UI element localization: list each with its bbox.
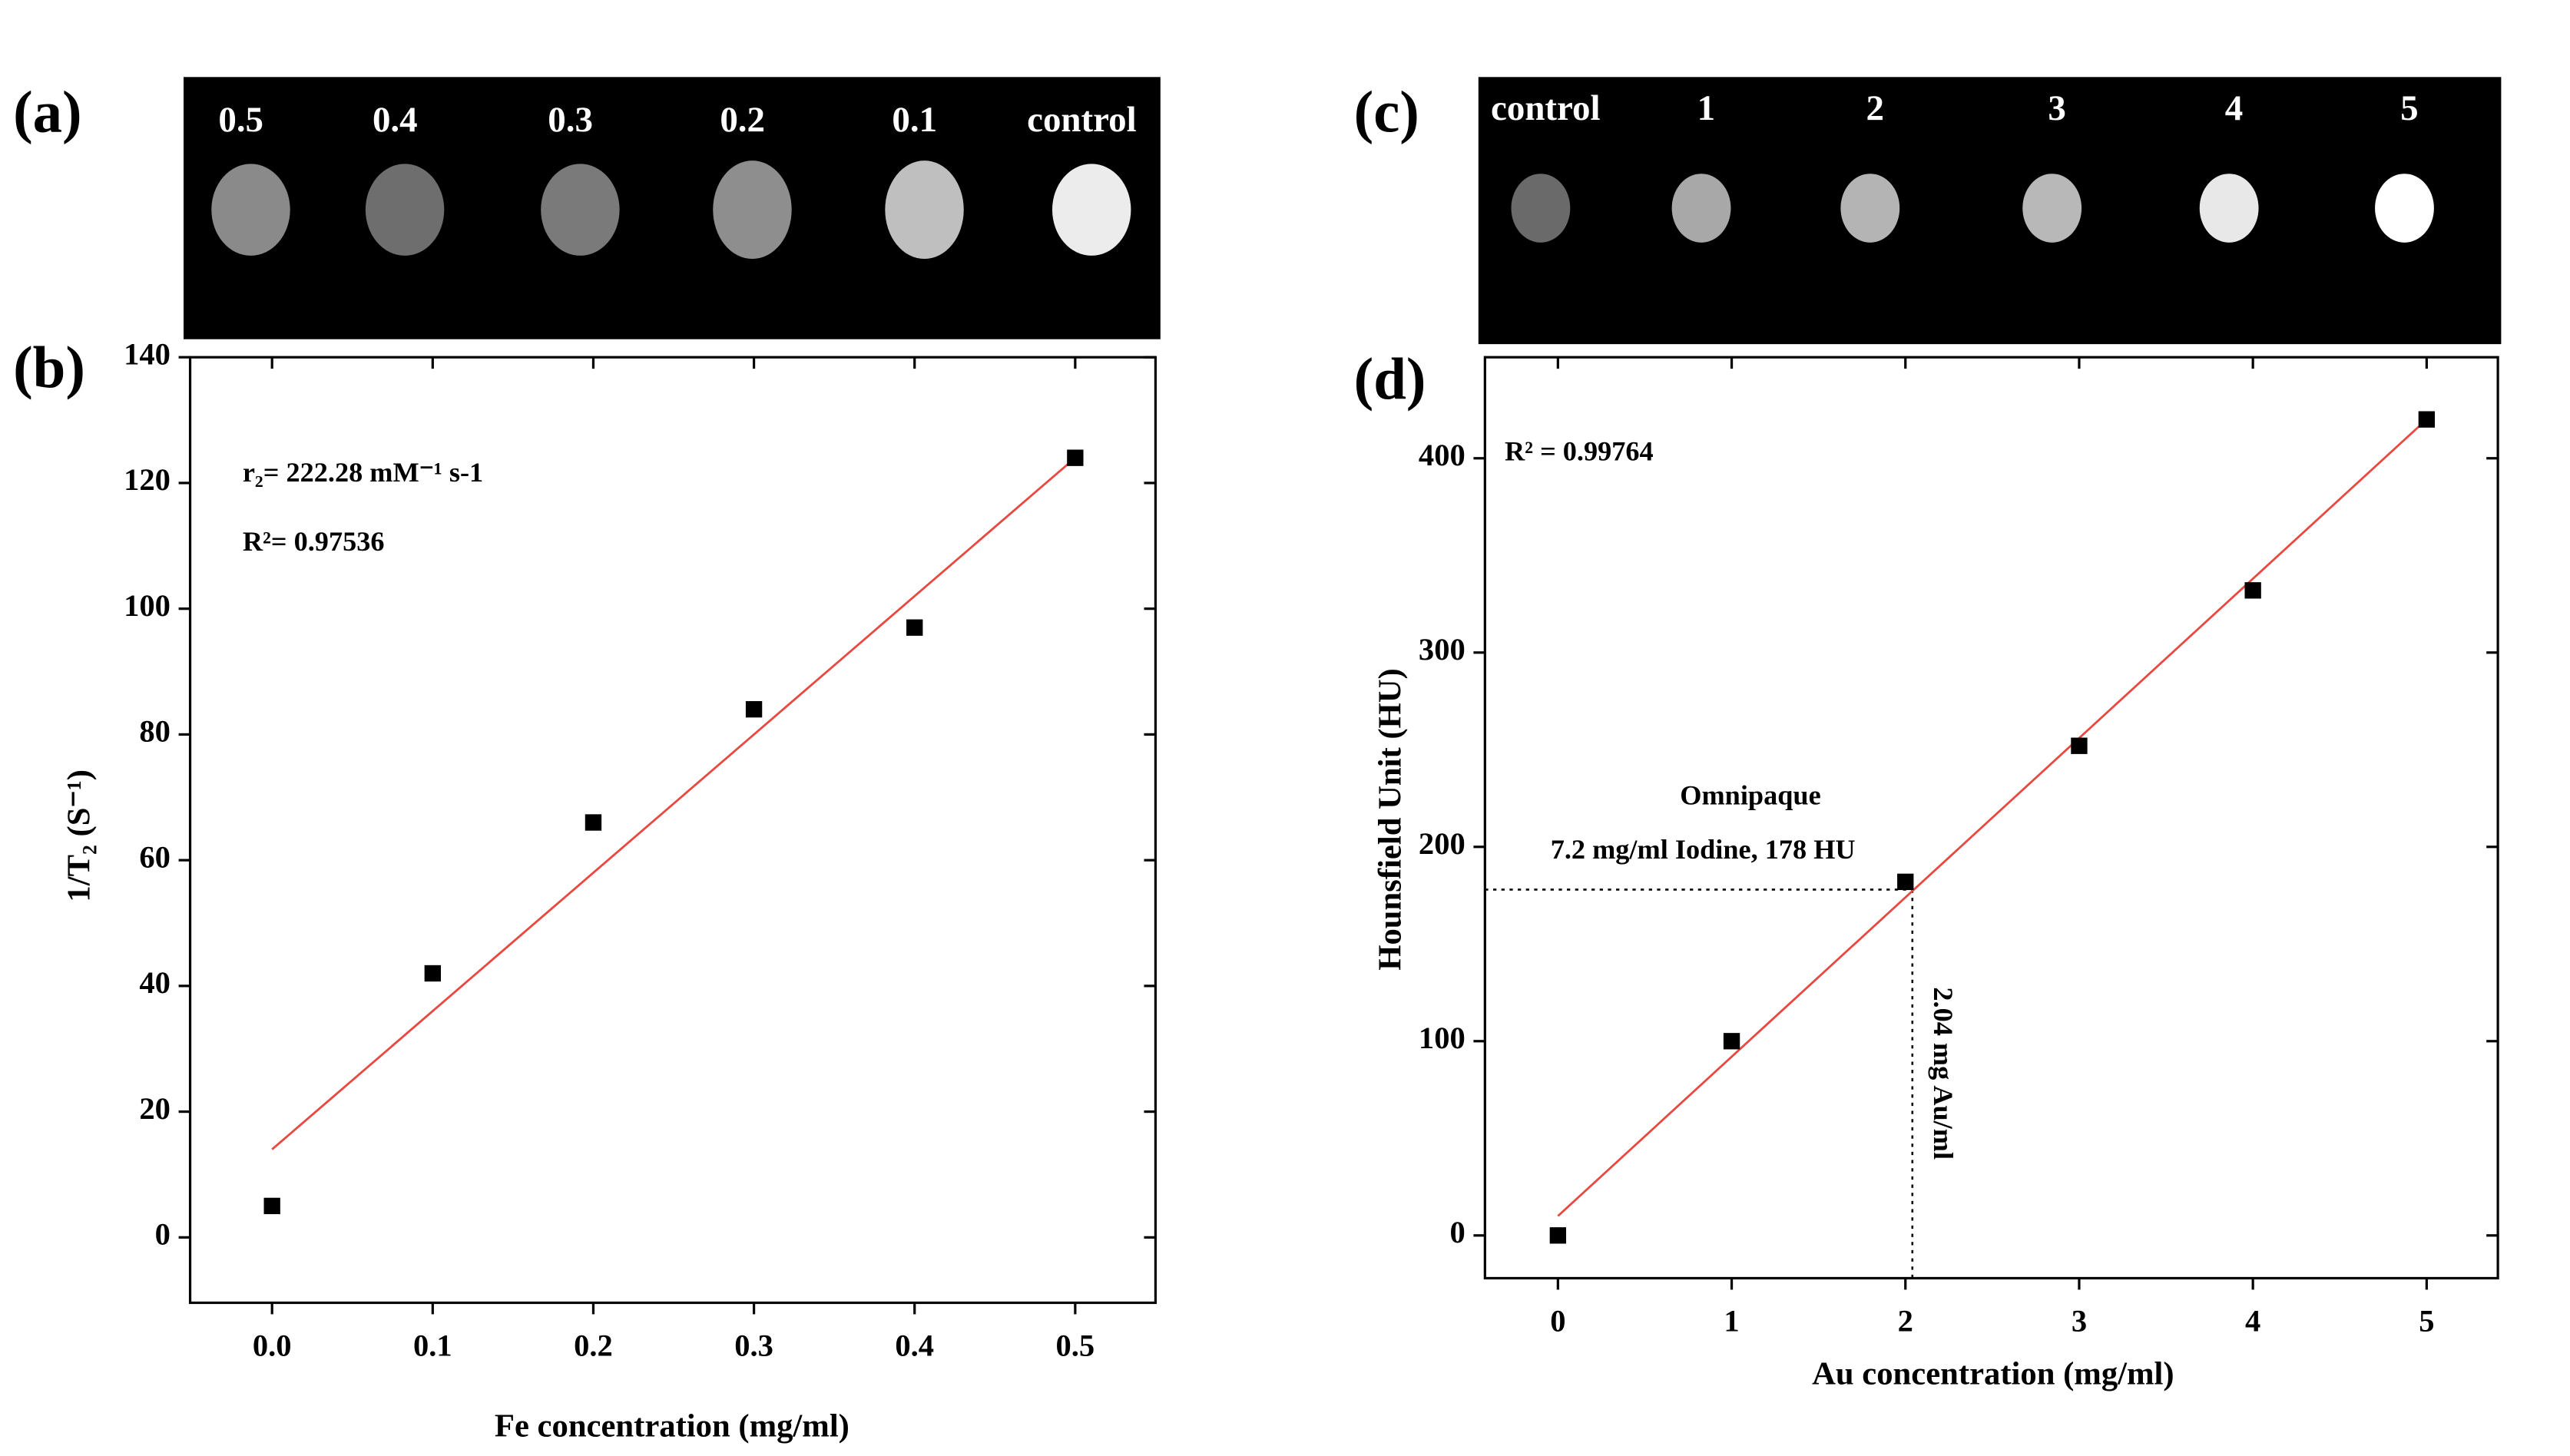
y-tick-label: 140 [124,336,171,371]
phantom-spot [1840,174,1900,243]
phantom-spot [2022,174,2082,243]
sample-label: control [1491,88,1601,128]
y-tick-label: 0 [155,1217,171,1252]
sample-label: 4 [2225,88,2243,128]
annotation: R² = 0.99764 [1505,435,1654,466]
sample-label: 0.2 [720,100,765,140]
x-tick-label: 0.2 [574,1329,613,1363]
x-tick-label: 0.0 [253,1329,292,1363]
x-tick-label: 2 [1898,1304,1913,1339]
y-axis-title: Hounsfield Unit (HU) [1373,668,1409,970]
x-tick-label: 0.4 [895,1329,934,1363]
sample-label: 0.4 [373,100,418,140]
phantom-spot [1511,174,1571,243]
data-point [585,814,602,831]
phantom-c: control 1 2 3 4 5 [1491,88,2434,243]
y-tick-label: 40 [139,965,171,1000]
panel-label: (c) [1354,79,1419,144]
data-point [1067,449,1084,466]
phantom-image-c [1478,77,2502,345]
annotation: r₂= 222.28 mM⁻¹ s-1 [243,457,483,488]
y-tick-label: 80 [139,714,171,749]
y-tick-label: 120 [124,462,171,497]
sample-label: control [1027,100,1137,140]
y-tick-label: 200 [1419,826,1465,861]
annotation: 2.04 mg Au/ml [1928,987,1959,1160]
y-axis-title: 1/T₂ (S⁻¹) [61,769,97,902]
data-point [906,619,923,636]
phantom-spot [365,164,445,256]
phantom-image-a [184,77,1161,339]
panel-label: (b) [13,335,85,400]
phantom-spot [713,160,792,260]
phantom-spot [885,160,964,260]
y-tick-label: 0 [1449,1215,1465,1249]
phantom-spot [211,164,290,256]
plot-frame [188,356,1157,1305]
x-axis-title: Au concentration (mg/ml) [1812,1355,2174,1391]
sample-label: 1 [1697,88,1715,128]
phantom-spot [1671,174,1731,243]
panel-label: (a) [13,79,82,144]
sample-label: 2 [1866,88,1883,128]
data-point [263,1197,280,1215]
x-tick-label: 3 [2072,1304,2087,1339]
sample-label: 0.5 [218,100,263,140]
x-tick-label: 1 [1724,1304,1739,1339]
fit-line [271,457,1076,1150]
data-point [745,700,763,718]
phantom-spot [2199,174,2259,243]
phantom-a: 0.5 0.4 0.3 0.2 0.1 control [211,100,1137,260]
data-point [1723,1033,1740,1050]
data-point [2418,411,2436,428]
x-axis-title: Fe concentration (mg/ml) [495,1408,849,1444]
panel-label: (d) [1354,346,1426,412]
data-point [424,965,441,982]
annotation: 7.2 mg/ml Iodine, 178 HU [1551,834,1856,865]
data-point [2071,737,2088,754]
annotation: Omnipaque [1680,780,1820,811]
phantom-spot [1052,164,1131,256]
x-tick-label: 4 [2245,1304,2260,1339]
data-point [1549,1227,1567,1244]
y-tick-label: 100 [1419,1021,1465,1055]
data-point [2244,582,2261,599]
x-tick-label: 5 [2419,1304,2434,1339]
sample-label: 3 [2048,88,2065,128]
y-tick-label: 300 [1419,632,1465,667]
y-tick-label: 400 [1419,438,1465,472]
sample-label: 0.1 [892,100,937,140]
fit-line [1557,419,2428,1217]
x-tick-label: 0.3 [734,1329,773,1363]
y-tick-label: 20 [139,1091,171,1126]
x-tick-label: 0.1 [413,1329,452,1363]
plot-frame [1483,356,2499,1280]
phantom-spot [541,164,620,256]
data-point [1897,873,1914,890]
y-tick-label: 100 [124,588,171,623]
sample-label: 5 [2400,88,2418,128]
y-tick-label: 60 [139,839,171,874]
phantom-spot [2375,174,2434,243]
x-tick-label: 0.5 [1056,1329,1095,1363]
annotation: R²= 0.97536 [243,526,385,557]
sample-label: 0.3 [548,100,593,140]
x-tick-label: 0 [1550,1304,1565,1339]
